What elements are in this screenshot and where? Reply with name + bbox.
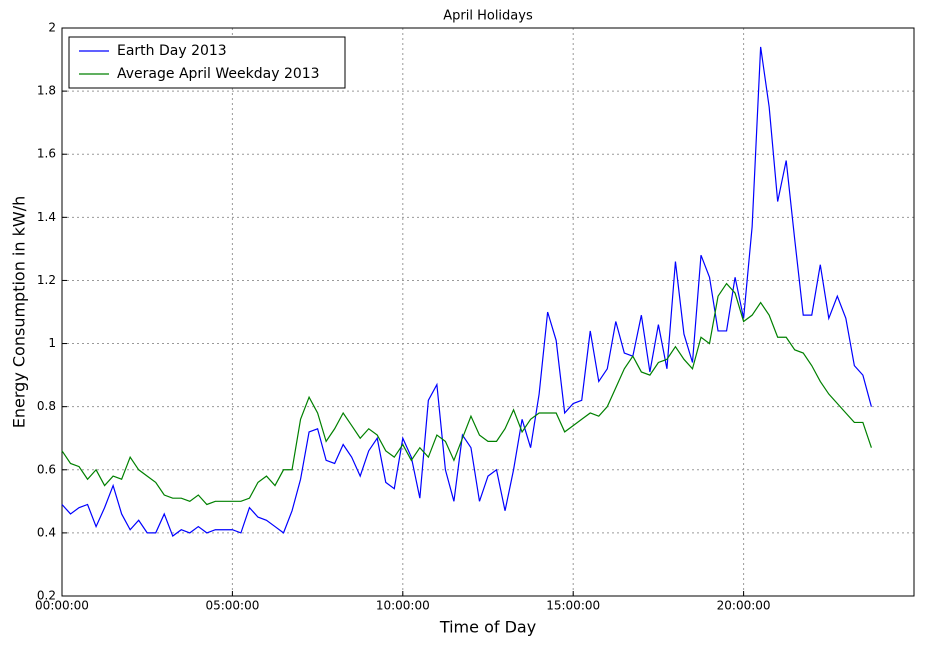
data-line bbox=[61, 46, 872, 537]
y-tick-label: 0.4 bbox=[37, 525, 56, 539]
chart-title: April Holidays bbox=[443, 9, 533, 24]
legend-box bbox=[68, 36, 346, 89]
y-tick-label: 1.4 bbox=[37, 210, 56, 224]
y-tick-label: 1.8 bbox=[37, 84, 56, 98]
y-tick-label: 1 bbox=[48, 336, 56, 350]
y-tick-label: 1.2 bbox=[37, 273, 56, 287]
x-tick-label: 00:00:00 bbox=[35, 599, 89, 613]
data-line bbox=[61, 282, 872, 506]
y-axis-label: Energy Consumption in kW/h bbox=[10, 196, 29, 428]
x-axis-label: Time of Day bbox=[439, 618, 536, 637]
x-tick-label: 15:00:00 bbox=[546, 599, 600, 613]
y-tick-label: 0.6 bbox=[37, 462, 56, 476]
x-tick-label: 10:00:00 bbox=[376, 599, 430, 613]
legend-label: Average April Weekday 2013 bbox=[117, 66, 320, 82]
legend-label: Earth Day 2013 bbox=[117, 43, 227, 59]
plot-frame bbox=[61, 27, 915, 597]
y-tick-label: 0.2 bbox=[37, 589, 56, 603]
y-tick-label: 2 bbox=[48, 21, 56, 35]
y-tick-label: 0.8 bbox=[37, 399, 56, 413]
x-tick-label: 20:00:00 bbox=[717, 599, 771, 613]
y-tick-label: 1.6 bbox=[37, 147, 56, 161]
x-tick-label: 05:00:00 bbox=[205, 599, 259, 613]
